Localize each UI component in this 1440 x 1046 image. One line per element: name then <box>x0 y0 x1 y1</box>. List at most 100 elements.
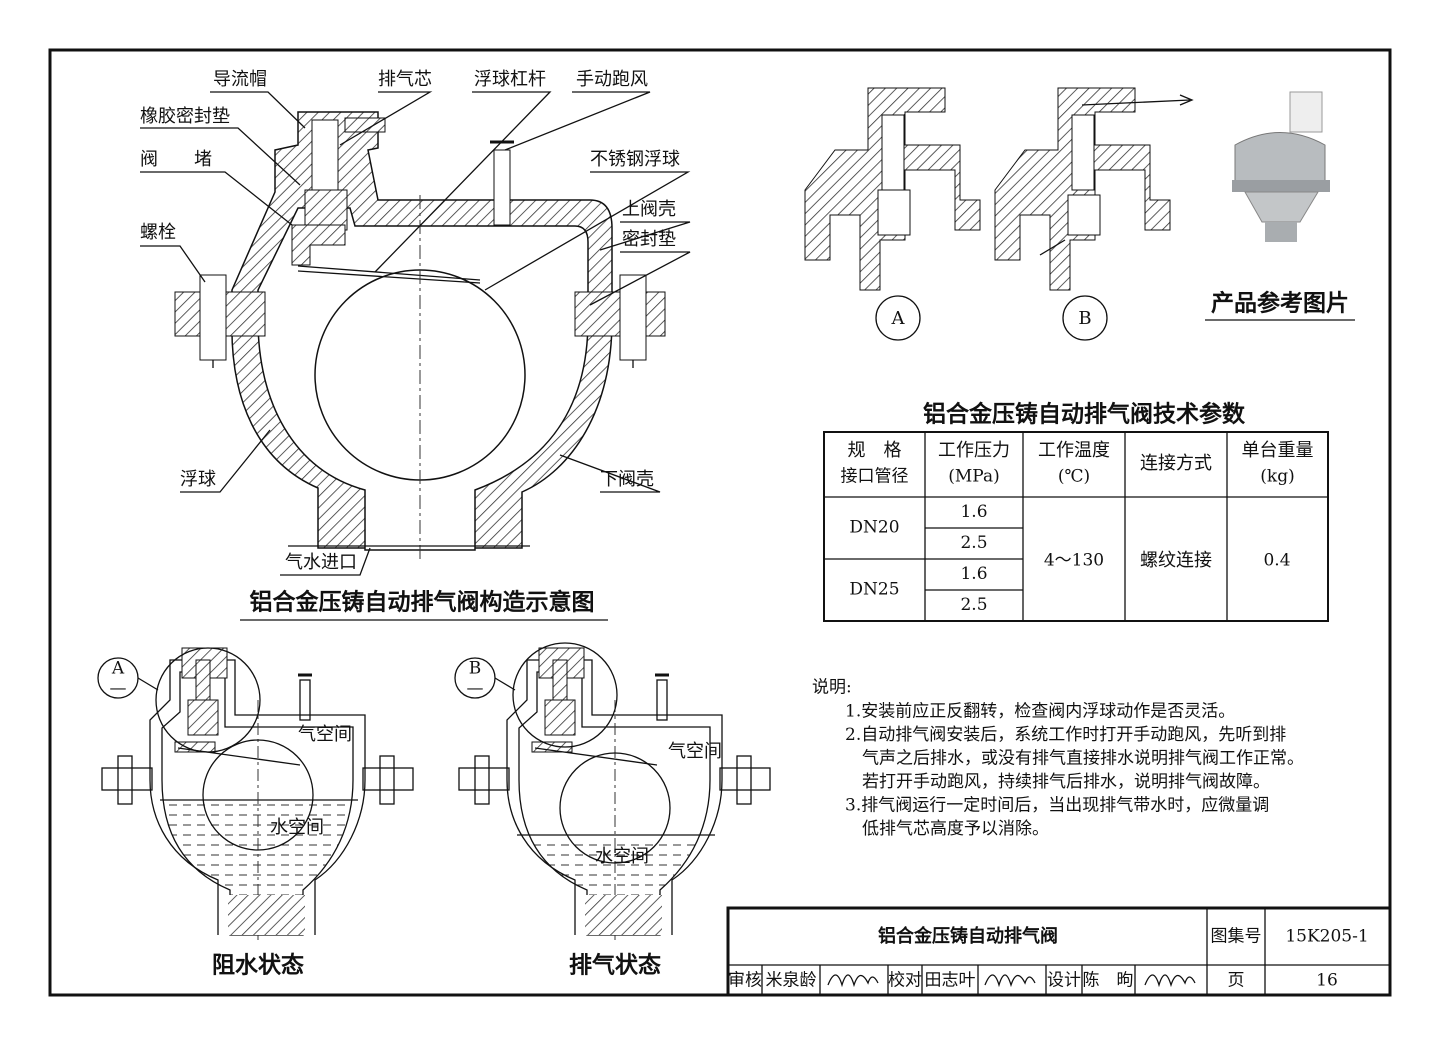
table-cell: DN25 <box>849 580 899 600</box>
outline-circle <box>202 739 314 851</box>
state-marker: A <box>111 659 125 679</box>
product-photo: 产品参考图片 <box>1205 91 1355 321</box>
note-line: 3.排气阀运行一定时间后，当出现排气带水时，应微量调 <box>845 796 1269 816</box>
outline-path <box>1244 191 1319 223</box>
detail-a: A <box>804 87 981 341</box>
outline-circle <box>1062 295 1108 341</box>
air-label: 气空间 <box>298 724 352 745</box>
outline-rect <box>1265 222 1297 242</box>
label: 下阀壳 <box>600 469 654 490</box>
label: 0.4 <box>1263 551 1290 571</box>
air-label: 气空间 <box>668 741 722 762</box>
outline-path <box>1039 239 1066 256</box>
notes: 说明: 1.安装前应正反翻转，检查阀内浮球动作是否灵活。 2.自动排气阀安装后，系… <box>812 678 1304 840</box>
label: 图集号 <box>1211 927 1262 947</box>
table-header: 连接方式 <box>1140 453 1212 474</box>
note-line: 若打开手动跑风，持续排气后排水，说明排气阀故障。 <box>862 772 1270 792</box>
outline-path <box>1232 180 1330 192</box>
label: 页 <box>1228 971 1245 991</box>
water-label: 水空间 <box>595 846 649 867</box>
table-header: 规 格 <box>848 440 902 461</box>
outline-line <box>297 265 481 281</box>
note-line: 低排气芯高度予以消除。 <box>862 819 1049 839</box>
outline-path <box>984 974 1036 988</box>
table-cell: 1.6 <box>960 564 987 584</box>
table-header: 工作温度 <box>1038 440 1110 461</box>
state-exhaust <box>454 642 770 940</box>
outline-path <box>291 224 346 266</box>
label: 螺纹连接 <box>1140 550 1212 571</box>
title-block: 铝合金压铸自动排气阀 图集号 15K205-1 审核 米泉龄 校对 田志叶 设计… <box>726 906 1392 997</box>
outline-rect <box>48 48 1392 997</box>
outline-rect <box>1071 114 1095 191</box>
label: 阀 堵 <box>140 149 212 170</box>
outline-rect <box>493 149 511 226</box>
state-marker-sub: — <box>110 679 127 699</box>
state-caption: 阻水状态 <box>212 952 304 979</box>
outline-path <box>484 171 691 291</box>
label: 排气芯 <box>378 69 432 90</box>
label: 田志叶 <box>925 971 976 991</box>
leaders <box>140 91 691 576</box>
label: 手动跑风 <box>576 69 648 90</box>
outline-rect <box>881 114 905 191</box>
table-header: (℃) <box>1058 467 1090 487</box>
outline-rect <box>311 119 339 191</box>
table-header: 接口管径 <box>841 467 909 487</box>
outline-rect <box>199 274 227 361</box>
outline-g <box>728 908 1390 995</box>
label: 校对 <box>888 971 922 991</box>
outline-circle <box>512 642 618 748</box>
note-line: 气声之后排水，或没有排气直接排水说明排气阀工作正常。 <box>862 749 1304 769</box>
detail-b: B <box>994 87 1194 341</box>
outline-path <box>599 221 691 251</box>
label: 设计 <box>1047 971 1081 991</box>
label: 铝合金压铸自动排气阀 <box>878 925 1058 947</box>
outline-circle <box>155 647 261 753</box>
label: 审核 <box>728 971 762 991</box>
note-line: 2.自动排气阀安装后，系统工作时打开手动跑风，先听到排 <box>845 725 1286 745</box>
outline-rect <box>344 117 386 133</box>
outline-rect <box>619 274 647 361</box>
outline-rect <box>1289 91 1323 133</box>
label: 陈 昫 <box>1083 971 1134 991</box>
label: 不锈钢浮球 <box>590 149 680 170</box>
table-header: 工作压力 <box>938 440 1010 461</box>
outline-rect <box>823 431 1329 622</box>
label: 密封垫 <box>622 229 676 250</box>
outline-rect <box>304 189 348 231</box>
state-marker: B <box>469 659 482 679</box>
outline-path <box>1179 94 1194 106</box>
label: 16 <box>1316 971 1338 991</box>
outline-path <box>589 251 691 306</box>
table-header: (kg) <box>1260 467 1294 487</box>
outline-path <box>504 91 651 151</box>
state-marker-sub: — <box>467 679 484 699</box>
outline-rect <box>1067 194 1101 236</box>
label: 气水进口 <box>285 552 357 573</box>
outline-g <box>824 432 1328 621</box>
outline-circle <box>875 295 921 341</box>
state-blocking <box>97 647 413 940</box>
table-header: (MPa) <box>948 467 999 487</box>
label: 铝合金压铸自动排气阀构造示意图 <box>250 589 595 616</box>
outline-path <box>374 91 552 273</box>
outline-path <box>1144 974 1196 988</box>
table-header: 单台重量 <box>1242 440 1314 461</box>
label: 导流帽 <box>213 69 267 90</box>
outline-circle <box>559 752 671 864</box>
outline-rect <box>877 189 911 236</box>
label: 橡胶密封垫 <box>140 106 230 127</box>
label: 米泉龄 <box>766 971 817 991</box>
outline-path <box>140 171 293 226</box>
label: 浮球杠杆 <box>474 69 546 90</box>
outline-path <box>827 974 879 988</box>
table-cell: 2.5 <box>960 595 987 615</box>
state-caption: 排气状态 <box>569 952 661 979</box>
outline-line <box>494 677 516 691</box>
